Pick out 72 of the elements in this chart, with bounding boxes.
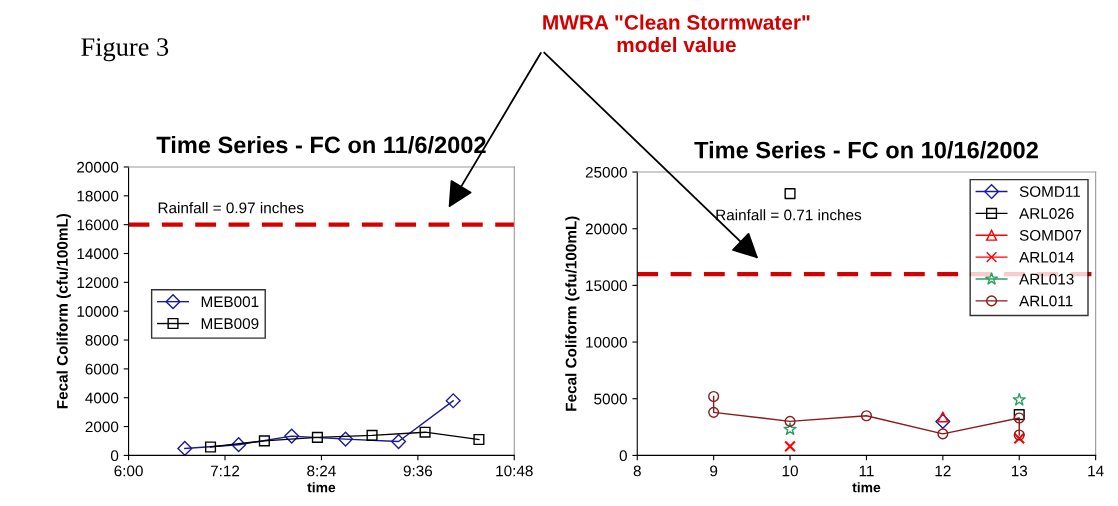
chart-title: Time Series - FC on 10/16/2002	[694, 141, 1038, 159]
y-tick-label: 25000	[585, 166, 627, 178]
y-tick-label: 20000	[77, 161, 119, 173]
x-tick-label: 7:12	[210, 465, 240, 477]
point	[258, 435, 270, 447]
text: MWRA "Clean Stormwater" model value	[543, 14, 810, 53]
point	[284, 428, 300, 444]
point	[231, 437, 247, 453]
point	[1012, 392, 1026, 406]
y-tick-label: 15000	[586, 280, 627, 292]
point	[784, 415, 796, 427]
annotation: Rainfall = 0.71 inches	[716, 209, 862, 221]
x-tick-label: 12	[935, 465, 951, 477]
x-axis-title: time	[852, 482, 881, 493]
legend-label: MEB009	[201, 318, 259, 330]
x-tick-label: 14	[1088, 465, 1104, 477]
x-axis-title: time	[307, 482, 336, 493]
point	[937, 411, 949, 423]
y-tick-label: 4000	[85, 392, 119, 404]
point	[860, 410, 873, 422]
y-axis-title: Fecal Coliform (cfu/100mL)	[565, 216, 580, 411]
y-tick-label: 5000	[594, 393, 627, 405]
point	[783, 422, 797, 436]
x-tick-label: 6:00	[114, 465, 143, 477]
legend-label: ARL014	[1019, 251, 1074, 263]
x-tick-label: 9	[710, 465, 718, 477]
chart-title: Time Series - FC on 11/6/2002	[156, 135, 486, 154]
legend-label: SOMD11	[1019, 186, 1081, 198]
caption: Figure 3	[81, 38, 169, 62]
y-tick-label: 2000	[85, 421, 119, 433]
y-tick-label: 14000	[77, 248, 119, 260]
point	[311, 431, 323, 443]
point	[935, 413, 951, 429]
y-tick-label: 0	[619, 450, 627, 462]
x-tick-label: 10:48	[496, 465, 533, 477]
y-tick-label: 8000	[85, 334, 119, 346]
annotation: Rainfall = 0.97 inches	[158, 202, 304, 214]
x-tick-label: 10	[782, 465, 798, 477]
y-tick-label: 16000	[77, 219, 119, 231]
legend-label: SOMD07	[1019, 229, 1082, 241]
legend-label: ARL013	[1019, 273, 1074, 285]
y-tick-label: 12000	[77, 277, 119, 289]
point	[366, 429, 378, 441]
point	[1013, 429, 1025, 441]
point	[784, 440, 796, 453]
y-tick-label: 6000	[85, 363, 119, 375]
x-tick-label: 13	[1011, 465, 1028, 477]
legend-label: ARL011	[1019, 295, 1073, 307]
y-tick-label: 10000	[77, 306, 119, 317]
point	[419, 426, 431, 438]
point	[337, 431, 354, 447]
point	[473, 433, 485, 446]
y-tick-label: 20000	[585, 223, 627, 235]
point	[204, 441, 217, 453]
y-axis-title: Fecal Coliform (cfu/100mL)	[56, 213, 71, 409]
point	[445, 393, 461, 409]
x-tick-label: 9:36	[403, 465, 433, 477]
x-tick-label: 11	[859, 465, 874, 477]
x-tick-label: 8	[633, 465, 641, 477]
point	[708, 390, 720, 403]
point	[784, 188, 796, 200]
legend-label: MEB001	[201, 296, 259, 308]
y-tick-label: 10000	[586, 336, 627, 348]
point	[390, 433, 407, 450]
x-tick-label: 8:24	[307, 465, 336, 477]
point	[937, 428, 949, 440]
y-tick-label: 18000	[77, 190, 119, 202]
point	[177, 440, 193, 457]
y-tick-label: 0	[110, 450, 119, 462]
point	[1013, 432, 1026, 445]
legend-label: ARL026	[1019, 208, 1074, 219]
point	[708, 406, 720, 418]
